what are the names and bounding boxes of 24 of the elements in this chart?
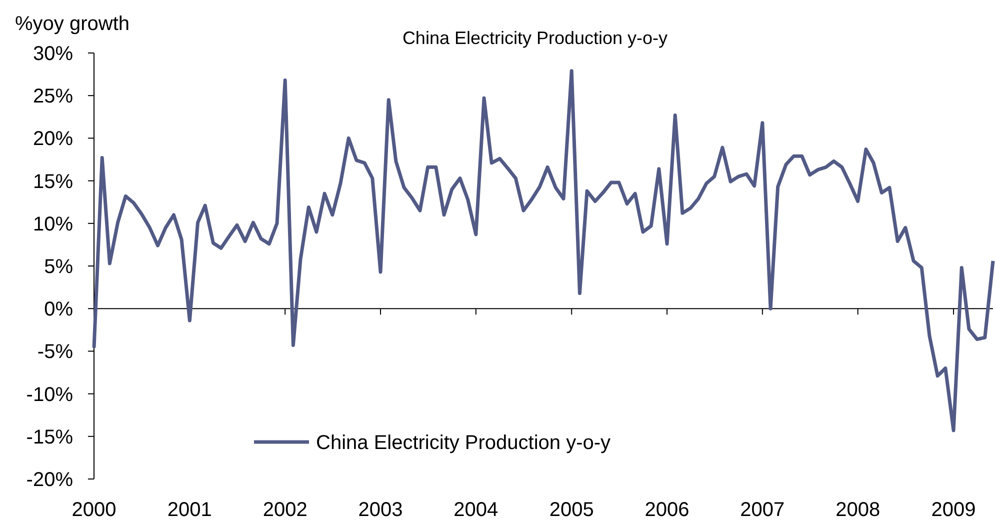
x-tick-label: 2001 — [167, 499, 212, 521]
x-tick-label: 2005 — [549, 499, 594, 521]
y-tick-label: -15% — [26, 426, 74, 448]
x-tick-label: 2007 — [740, 499, 785, 521]
x-tick-label: 2004 — [454, 499, 498, 521]
y-tick-label: 30% — [32, 43, 74, 65]
x-tick-label: 2006 — [644, 499, 690, 521]
x-tick-label: 2003 — [358, 499, 403, 521]
y-tick-label: 10% — [32, 213, 74, 236]
y-tick-label: -10% — [26, 384, 74, 406]
y-tick-label: 25% — [32, 86, 74, 108]
chart-title: China Electricity Production y-o-y — [402, 28, 668, 48]
y-tick-label: 15% — [32, 170, 74, 193]
y-tick-label: -5% — [37, 341, 74, 364]
y-tick-label: 20% — [32, 128, 74, 150]
x-tick-label: 2009 — [931, 499, 976, 521]
y-tick-label: -20% — [26, 469, 74, 491]
legend-label: China Electricity Production y-o-y — [316, 432, 611, 454]
y-axis-title: %yoy growth — [15, 13, 130, 35]
x-tick-label: 2002 — [262, 499, 308, 521]
x-tick-label: 2000 — [72, 499, 116, 521]
y-tick-label: 5% — [44, 256, 74, 278]
y-tick-label: 0% — [44, 298, 74, 321]
x-tick-label: 2008 — [836, 499, 880, 521]
